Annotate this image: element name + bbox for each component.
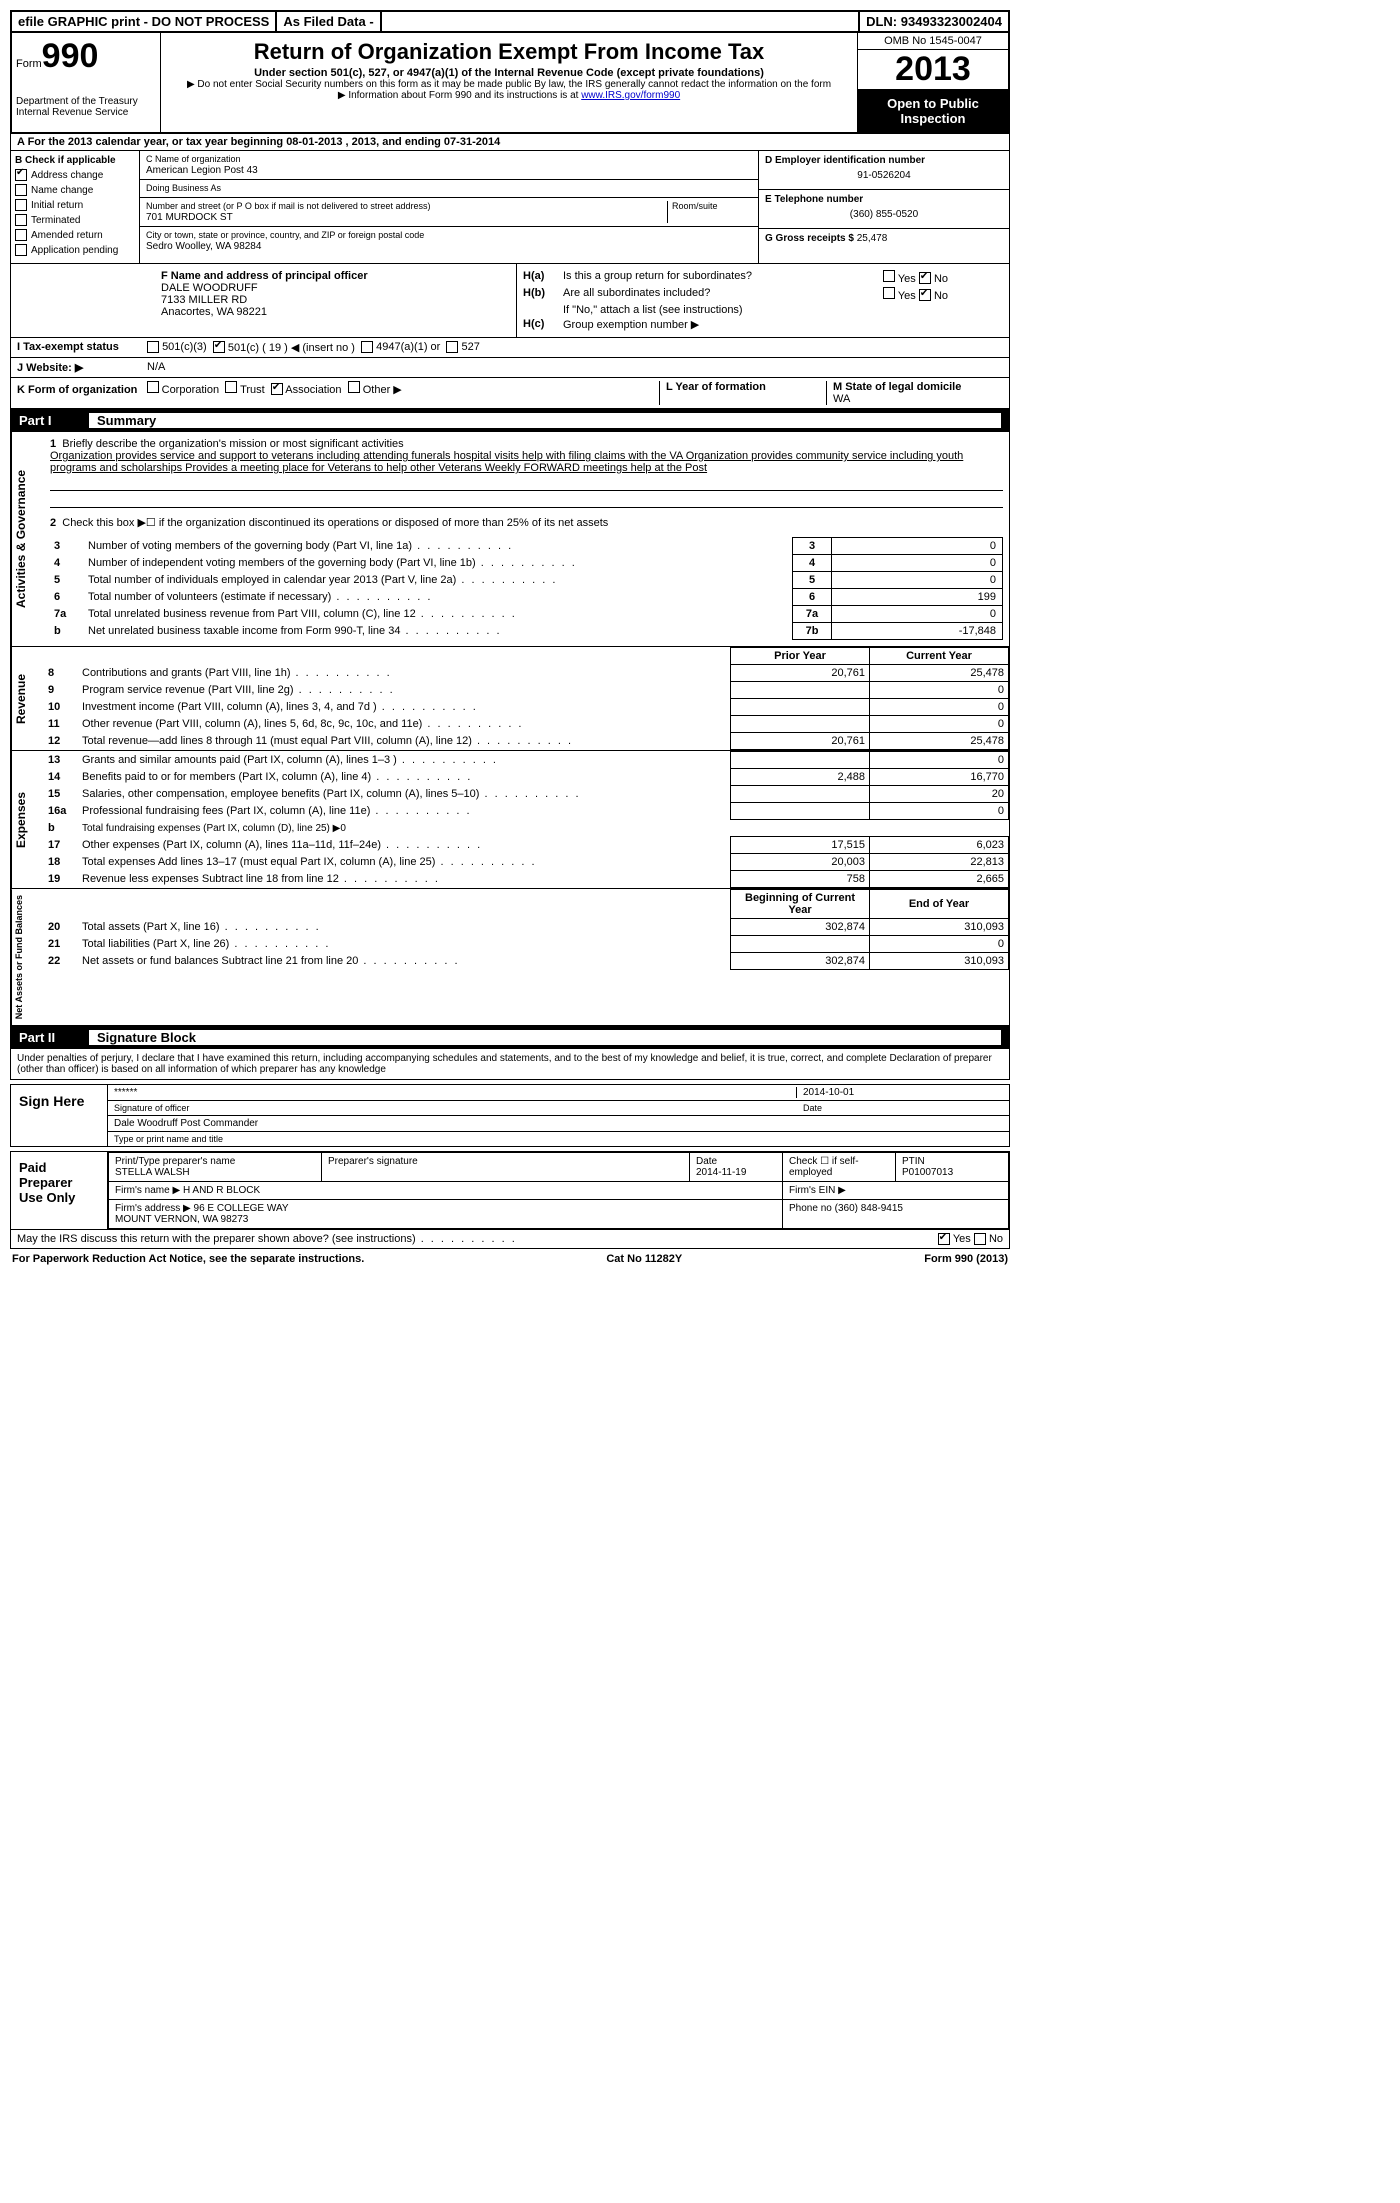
header-left: Form990 Department of the Treasury Inter… — [12, 33, 161, 132]
section-h: H(a)Is this a group return for subordina… — [516, 264, 1009, 337]
section-bcd: B Check if applicable Address changeName… — [10, 151, 1010, 264]
row-a-tax-year: A For the 2013 calendar year, or tax yea… — [10, 134, 1010, 151]
signature-block: Sign Here ******2014-10-01 Signature of … — [10, 1084, 1010, 1147]
row-k-form-org: K Form of organization Corporation Trust… — [10, 378, 1010, 409]
efile-notice: efile GRAPHIC print - DO NOT PROCESS — [12, 12, 277, 31]
perjury-statement: Under penalties of perjury, I declare th… — [10, 1049, 1010, 1080]
section-fh: F Name and address of principal officer … — [10, 264, 1010, 338]
col-c-org-info: C Name of organizationAmerican Legion Po… — [140, 151, 758, 263]
checkbox-address-change[interactable]: Address change — [15, 169, 135, 181]
checkbox-initial-return[interactable]: Initial return — [15, 199, 135, 211]
part1-revenue: Revenue Prior YearCurrent Year 8Contribu… — [10, 647, 1010, 751]
form-header: Form990 Department of the Treasury Inter… — [10, 33, 1010, 134]
checkbox-terminated[interactable]: Terminated — [15, 214, 135, 226]
tax-year: 2013 — [858, 50, 1008, 90]
header-title-block: Return of Organization Exempt From Incom… — [161, 33, 857, 132]
row-i-tax-status: I Tax-exempt status 501(c)(3) 501(c) ( 1… — [10, 338, 1010, 358]
section-f-officer: F Name and address of principal officer … — [11, 264, 516, 337]
part1-governance: Activities & Governance 1 Briefly descri… — [10, 432, 1010, 647]
as-filed: As Filed Data - — [277, 12, 381, 31]
part2-header: Part II Signature Block — [10, 1026, 1010, 1049]
form-title: Return of Organization Exempt From Incom… — [169, 39, 849, 65]
part1-expenses: Expenses 13Grants and similar amounts pa… — [10, 751, 1010, 889]
col-b-checkboxes: B Check if applicable Address changeName… — [11, 151, 140, 263]
top-bar: efile GRAPHIC print - DO NOT PROCESS As … — [10, 10, 1010, 33]
checkbox-amended-return[interactable]: Amended return — [15, 229, 135, 241]
row-j-website: J Website: ▶N/A — [10, 358, 1010, 378]
part1-header: Part I Summary — [10, 409, 1010, 432]
dln: DLN: 93493323002404 — [860, 12, 1008, 31]
irs-link[interactable]: www.IRS.gov/form990 — [581, 90, 680, 101]
discuss-row: May the IRS discuss this return with the… — [10, 1230, 1010, 1249]
checkbox-name-change[interactable]: Name change — [15, 184, 135, 196]
header-right: OMB No 1545-0047 2013 Open to Public Ins… — [857, 33, 1008, 132]
checkbox-application-pending[interactable]: Application pending — [15, 244, 135, 256]
part1-netassets: Net Assets or Fund Balances Beginning of… — [10, 889, 1010, 1026]
preparer-block: Paid Preparer Use Only Print/Type prepar… — [10, 1151, 1010, 1230]
col-d-ein: D Employer identification number91-05262… — [758, 151, 1009, 263]
page-footer: For Paperwork Reduction Act Notice, see … — [10, 1249, 1010, 1269]
